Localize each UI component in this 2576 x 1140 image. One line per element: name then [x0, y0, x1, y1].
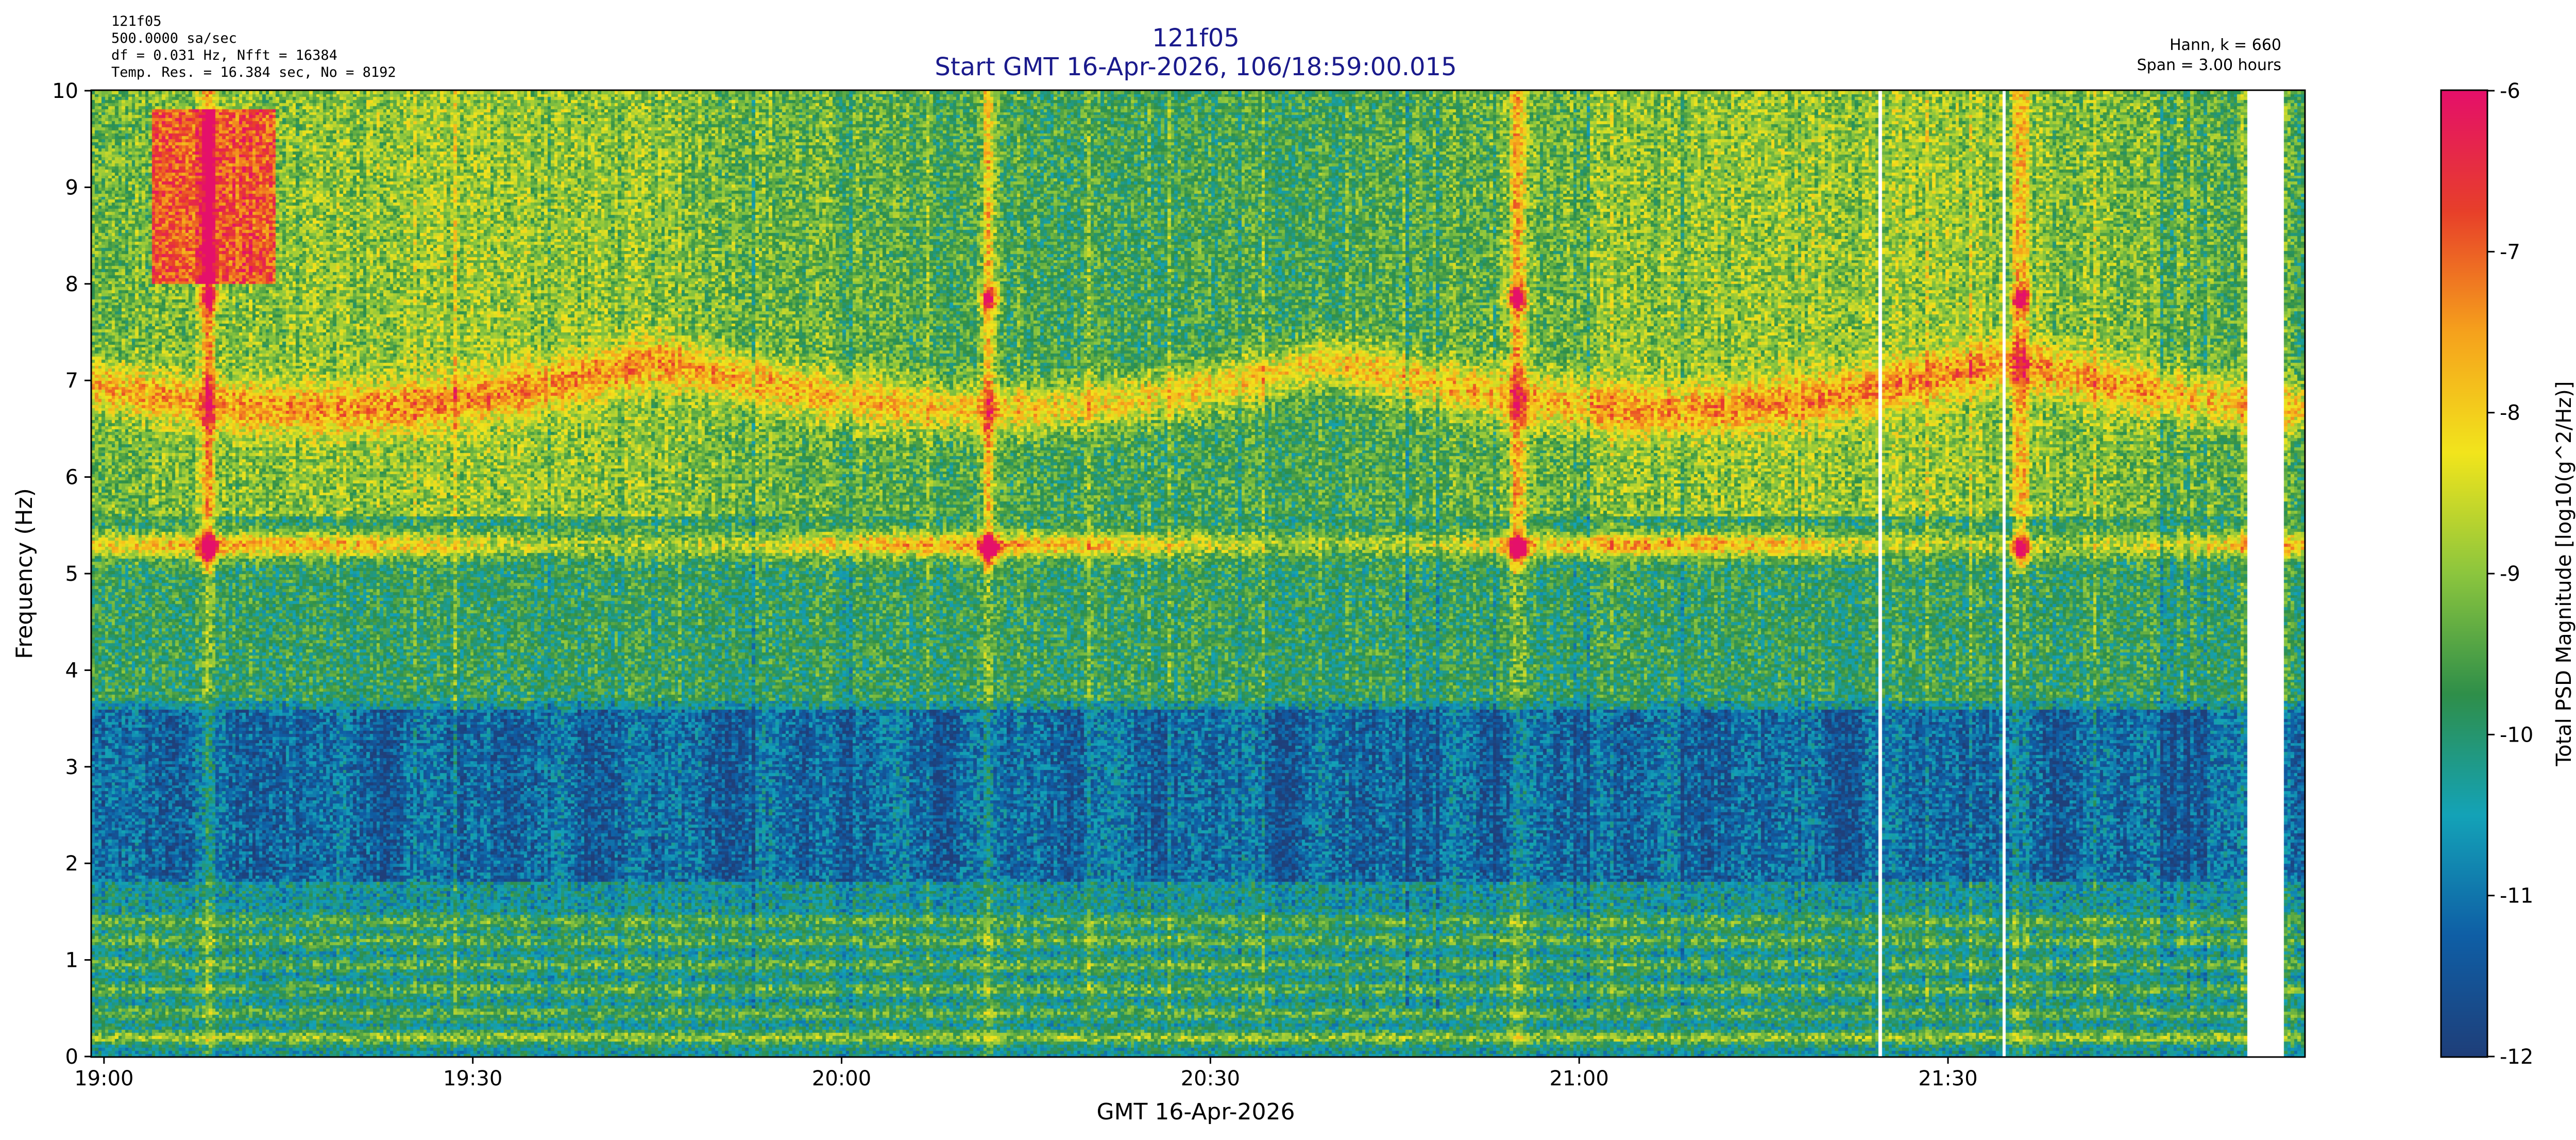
colorbar-tick-label: -9: [2500, 562, 2520, 586]
window-info-line-1: Hann, k = 660: [2170, 36, 2281, 54]
spectrogram-plot: [92, 91, 2304, 1057]
x-axis: 19:00 19:30 20:00 20:30 21:00 21:30: [74, 1057, 1978, 1091]
info-block: 121f05 500.0000 sa/sec df = 0.031 Hz, Nf…: [111, 13, 396, 80]
window-info-line-2: Span = 3.00 hours: [2137, 56, 2281, 74]
y-tick-label: 3: [65, 756, 78, 779]
colorbar-axis: -12 -11 -10 -9 -8 -7 -6: [2487, 79, 2533, 1069]
y-tick-label: 8: [65, 273, 78, 296]
y-axis-label: Frequency (Hz): [11, 488, 38, 659]
colorbar-tick-label: -11: [2500, 884, 2533, 908]
info-line-1: 121f05: [111, 13, 162, 29]
chart-subtitle: Start GMT 16-Apr-2026, 106/18:59:00.015: [935, 53, 1456, 81]
x-tick-label: 20:00: [812, 1067, 871, 1091]
y-tick-label: 6: [65, 466, 78, 490]
y-tick-label: 10: [52, 79, 78, 103]
window-info: Hann, k = 660 Span = 3.00 hours: [2137, 36, 2281, 74]
x-tick-label: 21:30: [1918, 1067, 1977, 1091]
x-axis-label: GMT 16-Apr-2026: [1097, 1099, 1295, 1125]
y-tick-label: 2: [65, 852, 78, 876]
info-line-4: Temp. Res. = 16.384 sec, No = 8192: [111, 64, 396, 80]
y-tick-label: 0: [65, 1045, 78, 1069]
colorbar-tick-label: -12: [2500, 1045, 2533, 1069]
info-line-3: df = 0.031 Hz, Nfft = 16384: [111, 47, 337, 63]
info-line-2: 500.0000 sa/sec: [111, 30, 237, 46]
colorbar-tick-label: -7: [2500, 240, 2520, 264]
colorbar-tick-label: -10: [2500, 723, 2533, 747]
x-tick-label: 21:00: [1550, 1067, 1609, 1091]
colorbar-tick-label: -8: [2500, 401, 2520, 425]
colorbar-label: Total PSD Magnitude [log10(g^2/Hz)]: [2552, 381, 2576, 767]
y-tick-label: 7: [65, 369, 78, 393]
colorbar: [2442, 91, 2487, 1057]
y-tick-label: 4: [65, 659, 78, 682]
y-tick-label: 5: [65, 562, 78, 586]
y-tick-label: 9: [65, 176, 78, 199]
x-tick-label: 19:30: [443, 1067, 502, 1091]
x-tick-label: 19:00: [74, 1067, 133, 1091]
y-tick-label: 1: [65, 949, 78, 973]
y-axis: 0 1 2 3 4 5 6 7 8 9 10: [52, 79, 92, 1069]
x-tick-label: 20:30: [1181, 1067, 1240, 1091]
chart-title: 121f05: [1152, 24, 1240, 53]
colorbar-tick-label: -6: [2500, 79, 2520, 103]
